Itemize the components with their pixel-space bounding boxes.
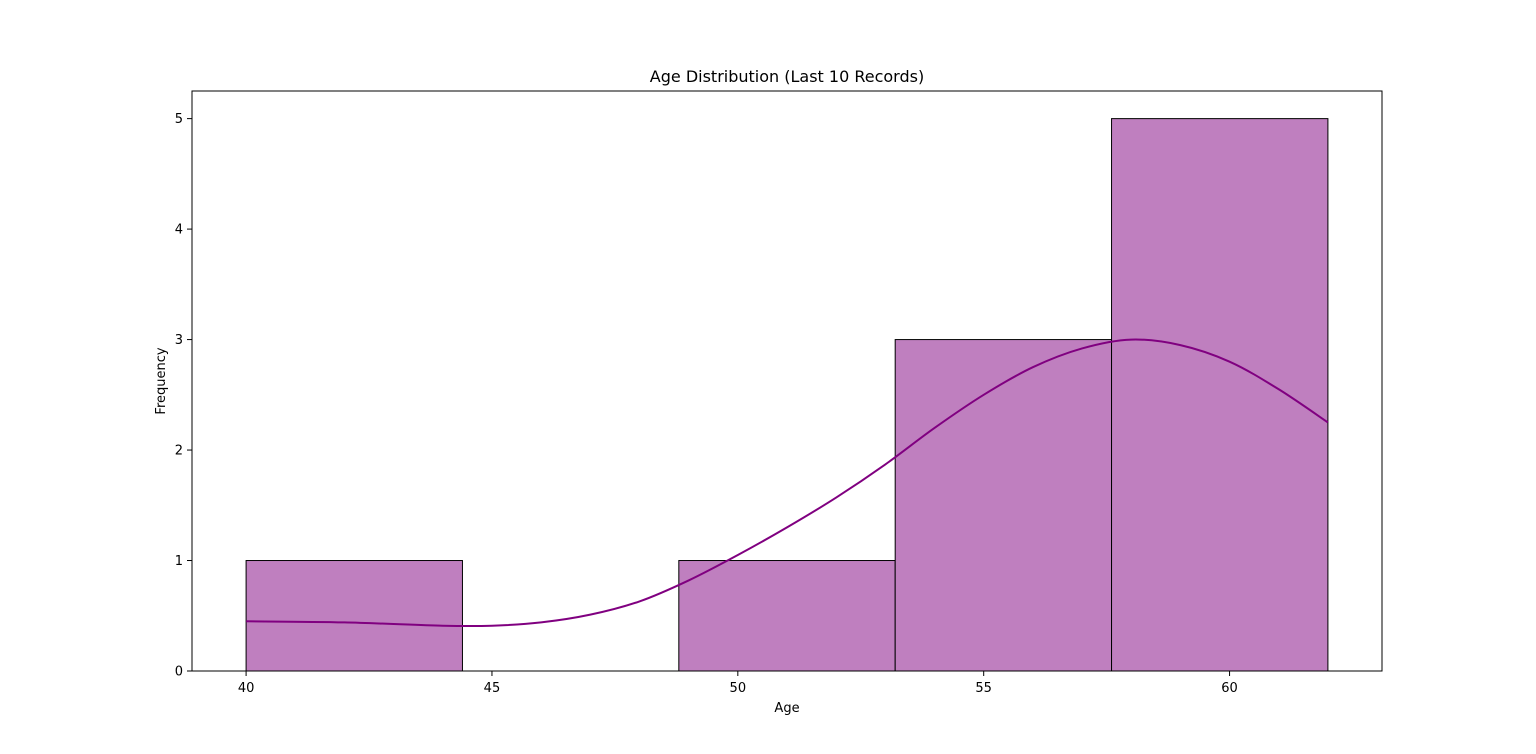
- x-tick-label: 40: [238, 681, 255, 696]
- y-axis-title: Frequency: [154, 347, 169, 414]
- x-tick-label: 60: [1221, 681, 1238, 696]
- y-tick-label: 4: [175, 223, 183, 238]
- x-axis-title: Age: [774, 701, 799, 716]
- chart-title: Age Distribution (Last 10 Records): [650, 67, 924, 86]
- x-tick-label: 45: [484, 681, 501, 696]
- histogram-bar: [894, 339, 1113, 672]
- kde-line: [246, 338, 1329, 628]
- y-tick-label: 2: [175, 444, 183, 459]
- histogram-bar: [1111, 118, 1329, 672]
- x-tick-label: 50: [730, 681, 747, 696]
- bars-layer: [245, 118, 1329, 672]
- y-tick-label: 5: [175, 112, 183, 127]
- y-tick-label: 0: [175, 665, 183, 680]
- histogram-bar: [678, 560, 896, 672]
- plot-frame: [191, 90, 1383, 672]
- x-tick-label: 55: [975, 681, 992, 696]
- kde-layer: [246, 338, 1329, 628]
- y-tick-label: 1: [175, 554, 183, 569]
- y-tick-label: 3: [175, 333, 183, 348]
- histogram-bar: [245, 560, 463, 672]
